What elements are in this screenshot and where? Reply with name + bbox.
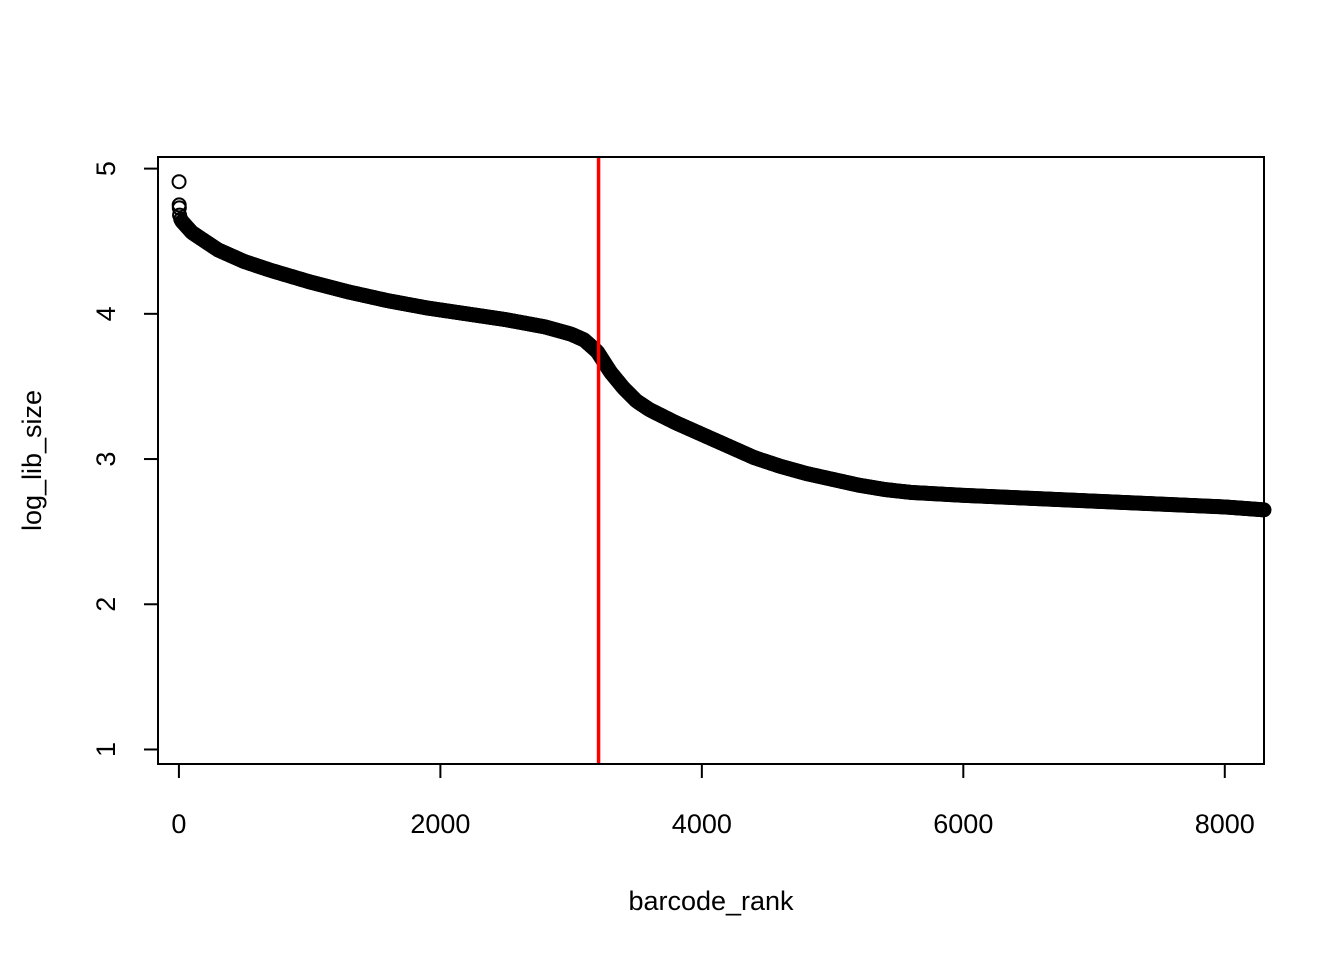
x-tick-label: 2000: [410, 809, 470, 839]
y-tick-label: 4: [91, 306, 121, 321]
outlier-point: [171, 174, 187, 190]
y-tick-label: 3: [91, 452, 121, 467]
x-tick-label: 4000: [672, 809, 732, 839]
outlier-point: [171, 200, 187, 216]
y-axis-title: log_lib_size: [17, 390, 47, 531]
x-tick-label: 0: [171, 809, 186, 839]
y-tick-label: 2: [91, 597, 121, 612]
y-tick-label: 1: [91, 742, 121, 757]
x-axis: 0 2000 4000 6000 8000: [171, 763, 1255, 839]
y-axis: 1 2 3 4 5: [91, 161, 159, 757]
data-points: [171, 174, 1272, 518]
x-tick-label: 6000: [933, 809, 993, 839]
y-tick-label: 5: [91, 161, 121, 176]
x-tick-label: 8000: [1195, 809, 1255, 839]
x-axis-title: barcode_rank: [628, 886, 794, 916]
